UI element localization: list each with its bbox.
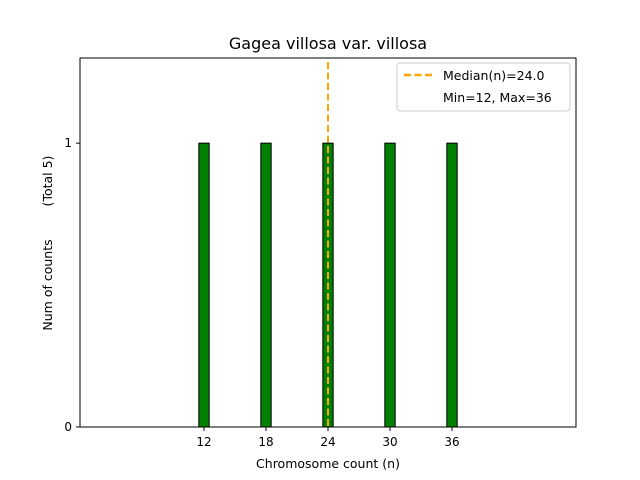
x-tick-label-36: 36 (444, 435, 459, 449)
x-tick-label-12: 12 (196, 435, 211, 449)
bar-12 (198, 142, 210, 428)
y-axis: 01 (64, 136, 80, 434)
y-tick-label-1: 1 (64, 136, 72, 150)
x-tick-label-18: 18 (258, 435, 273, 449)
y-tick-label-0: 0 (64, 420, 72, 434)
x-tick-label-30: 30 (382, 435, 397, 449)
bar-36 (446, 142, 458, 428)
x-tick-label-24: 24 (320, 435, 335, 449)
legend-entry-min-max: Min=12, Max=36 (443, 90, 552, 105)
bar-18 (260, 142, 272, 428)
legend: Median(n)=24.0 Min=12, Max=36 (396, 62, 571, 112)
y-axis-label: Num of counts (40, 239, 55, 330)
y-axis-total-label: (Total 5) (40, 156, 55, 207)
legend-entry-median: Median(n)=24.0 (443, 68, 544, 83)
x-axis-label: Chromosome count (n) (256, 456, 400, 471)
x-axis: 12 18 24 30 36 (196, 427, 460, 449)
bar-30 (384, 142, 396, 428)
legend-box (396, 62, 571, 112)
chart-title: Gagea villosa var. villosa (229, 34, 427, 53)
